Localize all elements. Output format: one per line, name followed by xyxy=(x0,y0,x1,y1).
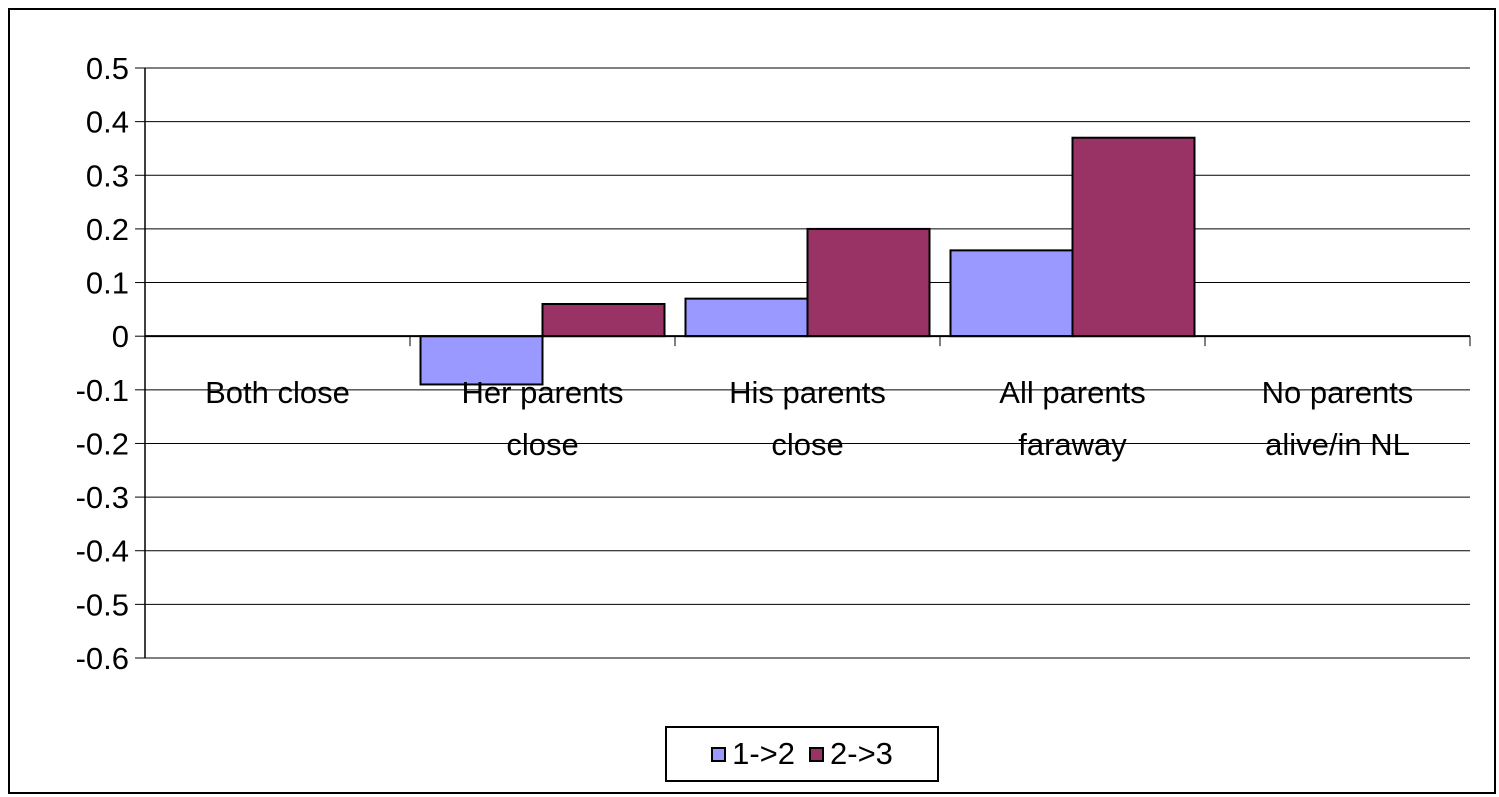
x-category-label: close xyxy=(506,427,578,462)
x-category-label: Her parents xyxy=(462,375,624,410)
x-category-label: All parents xyxy=(999,375,1145,410)
legend-label-series-2: 2->3 xyxy=(830,736,893,771)
x-category-label: Both close xyxy=(205,375,350,410)
bar xyxy=(684,297,809,338)
x-category-label: faraway xyxy=(1018,427,1127,462)
y-tick-label: 0.3 xyxy=(86,158,129,193)
x-category-label: alive/in NL xyxy=(1265,427,1410,462)
legend-swatch-series-1 xyxy=(711,746,727,762)
y-tick-label: -0.5 xyxy=(76,587,129,622)
y-tick-label: -0.1 xyxy=(76,373,129,408)
x-category-label: No parents xyxy=(1262,375,1414,410)
bar xyxy=(1071,136,1196,338)
legend: 1->2 2->3 xyxy=(665,726,939,782)
y-tick-label: -0.4 xyxy=(76,534,129,569)
bar xyxy=(949,249,1074,338)
y-tick-label: 0.2 xyxy=(86,212,129,247)
y-tick-label: -0.3 xyxy=(76,480,129,515)
bar xyxy=(419,335,544,386)
legend-entry-series-2: 2->3 xyxy=(809,736,893,772)
bar xyxy=(541,303,666,338)
y-tick-label: 0 xyxy=(112,319,129,354)
y-tick-label: -0.2 xyxy=(76,426,129,461)
y-tick-label: -0.6 xyxy=(76,641,129,676)
legend-label-series-1: 1->2 xyxy=(732,736,795,771)
x-category-label: His parents xyxy=(729,375,886,410)
x-category-label: close xyxy=(771,427,843,462)
y-tick-label: 0.1 xyxy=(86,266,129,301)
chart-frame xyxy=(8,8,1496,794)
y-tick-label: 0.4 xyxy=(86,105,129,140)
y-tick-label: 0.5 xyxy=(86,51,129,86)
legend-swatch-series-2 xyxy=(809,746,824,762)
legend-entry-series-1: 1->2 xyxy=(711,736,795,772)
bar xyxy=(806,227,931,338)
